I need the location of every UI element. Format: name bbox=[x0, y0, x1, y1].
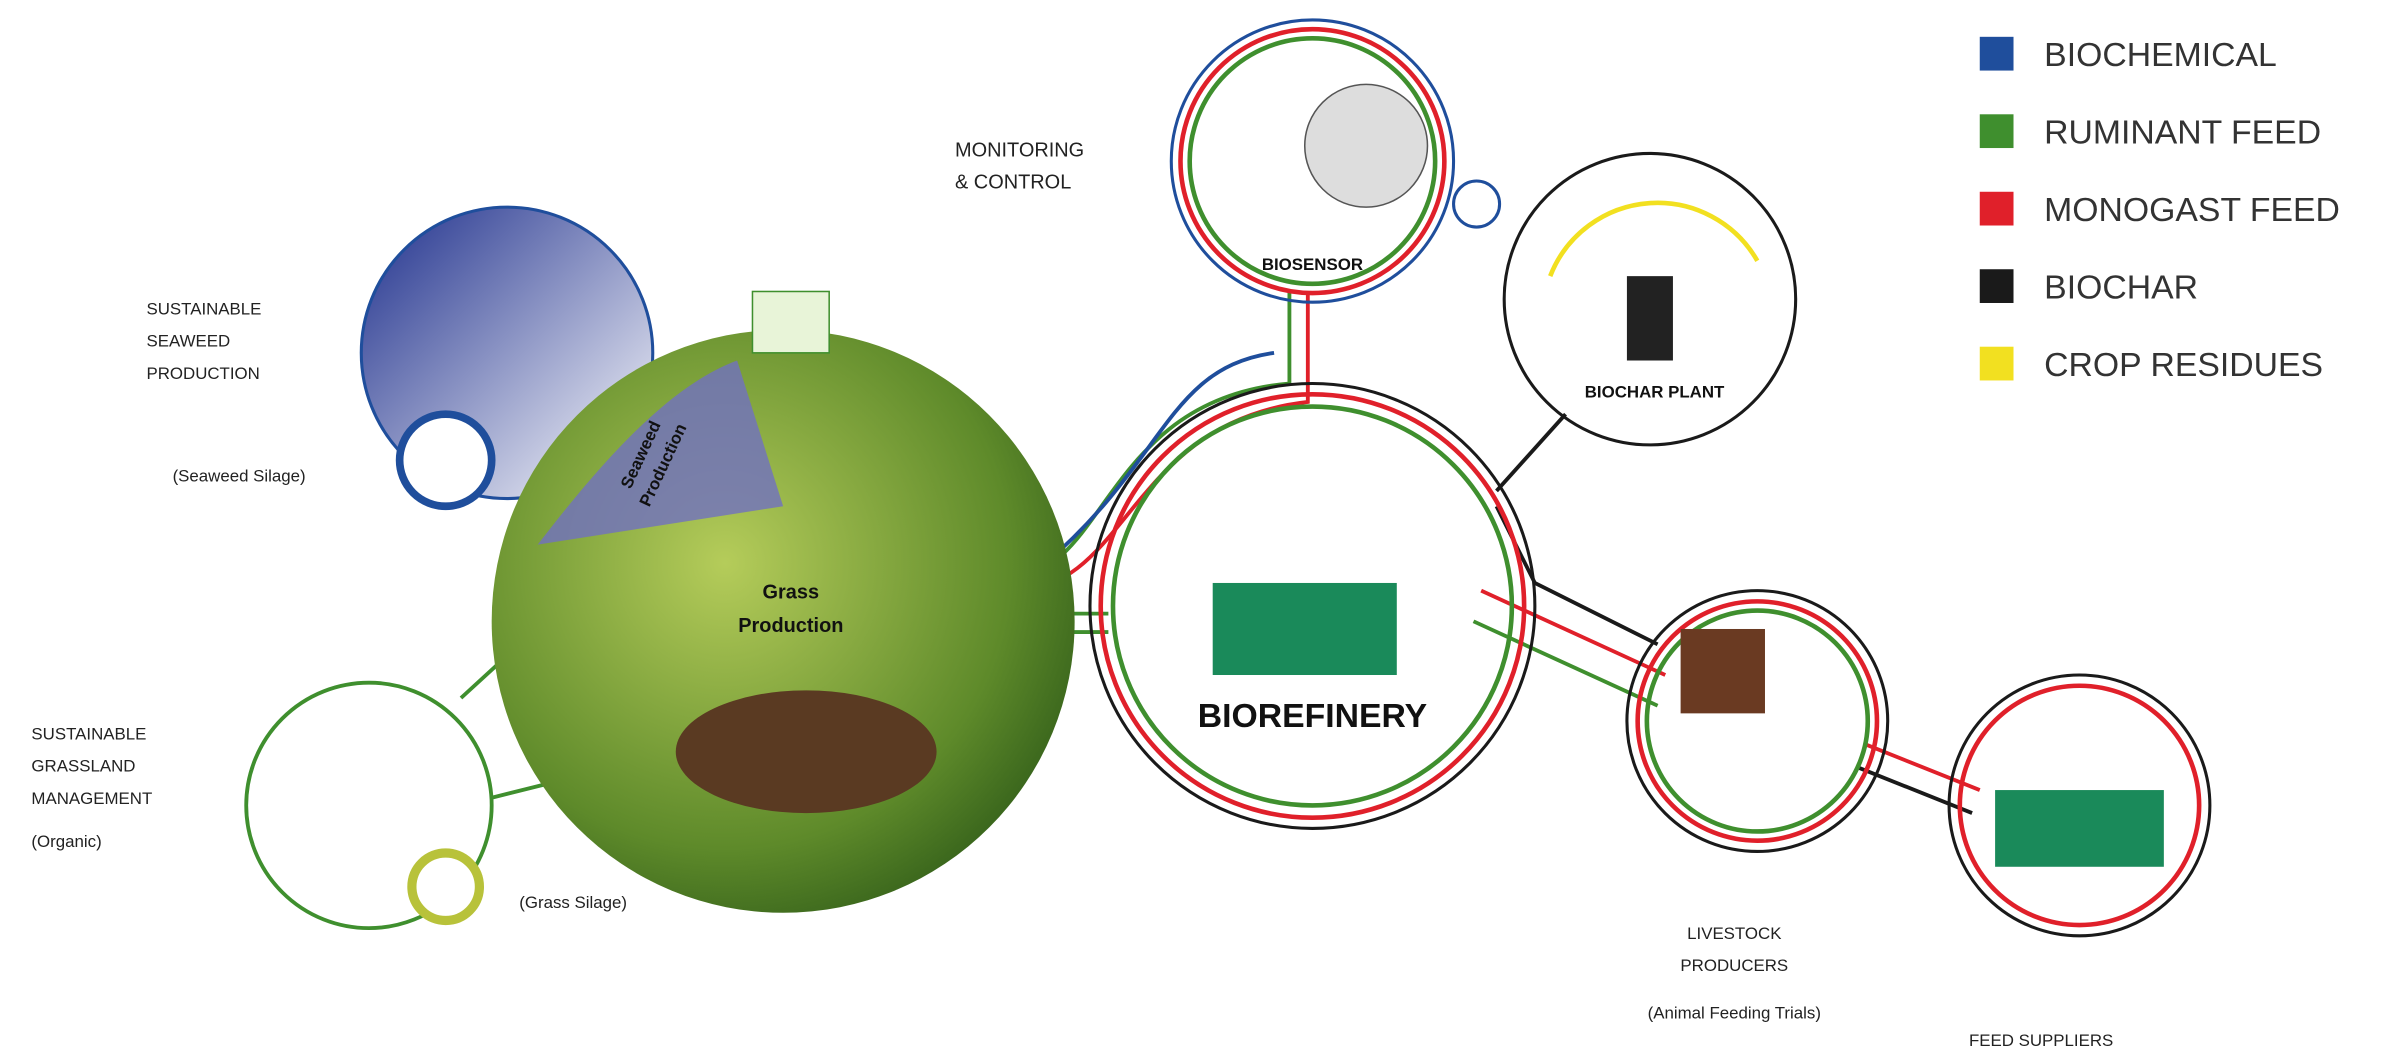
biochar-icon bbox=[1627, 276, 1673, 360]
label: SEAWEED bbox=[146, 332, 230, 351]
label: PRODUCTION bbox=[146, 364, 259, 383]
legend-label: MONOGAST FEED bbox=[2044, 191, 2340, 229]
legend-swatch bbox=[1980, 37, 2014, 71]
label: LIVESTOCK bbox=[1687, 924, 1782, 943]
soil bbox=[676, 690, 937, 813]
house bbox=[752, 291, 829, 352]
label: & CONTROL bbox=[955, 172, 1071, 194]
label: (Animal Feeding Trials) bbox=[1648, 1004, 1821, 1023]
biosensor-icon bbox=[1305, 84, 1428, 207]
legend-swatch bbox=[1980, 114, 2014, 148]
label: (Organic) bbox=[31, 832, 101, 851]
legend-label: BIOCHAR bbox=[2044, 268, 2198, 306]
label: Grass bbox=[763, 581, 820, 603]
label: SUSTAINABLE bbox=[146, 299, 261, 318]
diagram: BIOCHEMICAL RUMINANT FEED MONOGAST FEED BIO… bbox=[0, 0, 2407, 1057]
truck bbox=[1995, 790, 2164, 867]
label: Production bbox=[738, 615, 843, 637]
label: MONITORING bbox=[955, 139, 1084, 161]
silage-icon bbox=[412, 853, 480, 921]
label: (Grass Silage) bbox=[519, 893, 627, 912]
label: GRASSLAND bbox=[31, 757, 135, 776]
barn bbox=[1681, 629, 1765, 713]
label: PRODUCERS bbox=[1680, 956, 1788, 975]
biorefinery-plant bbox=[1213, 583, 1397, 675]
page: {"legend":[ {"label":"BIOCHEMICAL","colo… bbox=[0, 0, 2407, 1057]
legend-label: RUMINANT FEED bbox=[2044, 113, 2321, 151]
legend-swatch bbox=[1980, 192, 2014, 226]
label: FEED SUPPLIERS bbox=[1969, 1031, 2113, 1050]
legend-label: CROP RESIDUES bbox=[2044, 346, 2323, 384]
label: BIOREFINERY bbox=[1198, 697, 1427, 735]
label: MANAGEMENT bbox=[31, 789, 152, 808]
label: SUSTAINABLE bbox=[31, 724, 146, 743]
legend-label: BIOCHEMICAL bbox=[2044, 36, 2277, 74]
legend-swatch bbox=[1980, 269, 2014, 303]
label: BIOCHAR PLANT bbox=[1585, 382, 1725, 401]
legend-swatch bbox=[1980, 347, 2014, 381]
silage-icon bbox=[400, 414, 492, 506]
label: BIOSENSOR bbox=[1262, 255, 1363, 274]
label: (Seaweed Silage) bbox=[173, 467, 306, 486]
